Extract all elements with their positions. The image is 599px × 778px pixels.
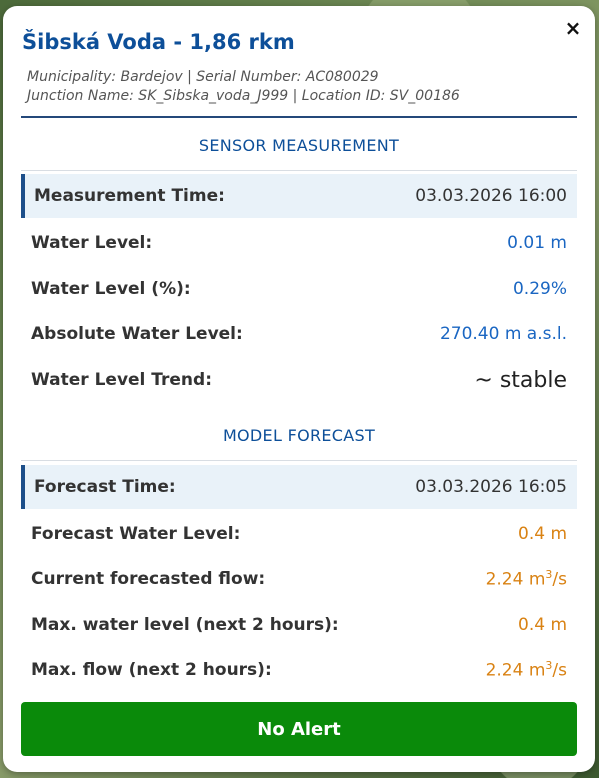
row-label: Max. flow (next 2 hours): xyxy=(31,660,272,680)
forecast-water-level-row: Forecast Water Level: 0.4 m xyxy=(21,512,577,556)
meta-line-1: Municipality: Bardejov | Serial Number: … xyxy=(27,69,379,85)
water-level-row: Water Level: 0.01 m xyxy=(21,221,577,265)
row-value: 270.40 m a.s.l. xyxy=(439,324,567,344)
row-value: 0.4 m xyxy=(518,615,567,635)
section-divider xyxy=(21,170,577,171)
section-divider xyxy=(21,460,577,461)
row-value: 2.24 m3/s xyxy=(486,568,567,590)
row-label: Forecast Water Level: xyxy=(31,524,241,544)
row-value: 0.4 m xyxy=(518,524,567,544)
title-divider xyxy=(21,116,577,118)
station-title: Šibská Voda - 1,86 rkm xyxy=(22,30,295,54)
current-forecasted-flow-row: Current forecasted flow: 2.24 m3/s xyxy=(21,557,577,601)
unit-superscript: 3 xyxy=(545,568,553,582)
measurement-time-row: Measurement Time: 03.03.2026 16:00 xyxy=(21,174,577,218)
absolute-water-level-row: Absolute Water Level: 270.40 m a.s.l. xyxy=(21,312,577,356)
row-label: Current forecasted flow: xyxy=(31,569,266,589)
no-alert-button[interactable]: No Alert xyxy=(21,702,577,756)
row-value: 2.24 m3/s xyxy=(486,659,567,681)
flow-value: 2.24 m xyxy=(485,569,546,590)
row-label: Max. water level (next 2 hours): xyxy=(31,615,339,635)
sensor-section-heading: SENSOR MEASUREMENT xyxy=(198,136,400,155)
max-water-level-row: Max. water level (next 2 hours): 0.4 m xyxy=(21,603,577,647)
row-label: Water Level Trend: xyxy=(31,370,213,390)
row-label: Measurement Time: xyxy=(34,186,225,206)
water-level-percent-row: Water Level (%): 0.29% xyxy=(21,267,577,311)
close-icon[interactable]: × xyxy=(564,16,582,40)
row-value: 03.03.2026 16:00 xyxy=(415,186,567,206)
row-label: Forecast Time: xyxy=(34,477,176,497)
max-flow-row: Max. flow (next 2 hours): 2.24 m3/s xyxy=(21,648,577,692)
station-popup: × Šibská Voda - 1,86 rkm Municipality: B… xyxy=(3,6,595,772)
row-label: Water Level (%): xyxy=(31,279,191,299)
meta-line-2: Junction Name: SK_Sibska_voda_J999 | Loc… xyxy=(27,88,460,104)
water-level-trend-row: Water Level Trend: ~ stable xyxy=(21,358,577,402)
station-meta: Municipality: Bardejov | Serial Number: … xyxy=(27,68,460,106)
row-label: Absolute Water Level: xyxy=(31,324,243,344)
forecast-section-heading: MODEL FORECAST xyxy=(222,426,376,445)
row-label: Water Level: xyxy=(31,233,153,253)
row-value: 03.03.2026 16:05 xyxy=(415,477,567,497)
row-value: ~ stable xyxy=(474,367,567,393)
row-value: 0.29% xyxy=(512,279,567,299)
flow-value: 2.24 m xyxy=(485,660,546,681)
row-value: 0.01 m xyxy=(507,233,567,253)
forecast-time-row: Forecast Time: 03.03.2026 16:05 xyxy=(21,465,577,509)
unit-suffix: /s xyxy=(552,660,567,681)
unit-suffix: /s xyxy=(552,569,567,590)
unit-superscript: 3 xyxy=(545,659,553,673)
